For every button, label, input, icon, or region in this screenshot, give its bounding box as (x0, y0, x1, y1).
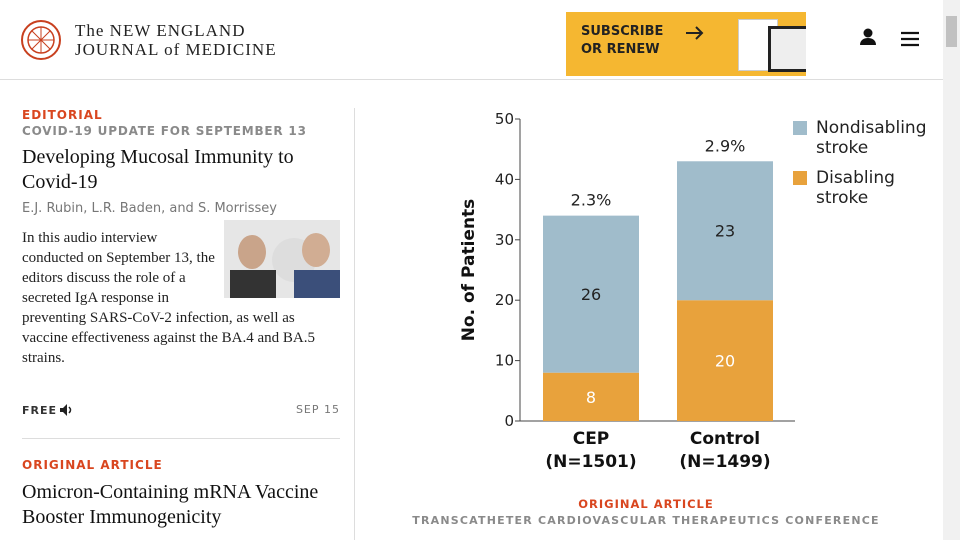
article-kicker: EDITORIAL (22, 108, 103, 122)
column-divider (354, 108, 355, 540)
text-line: (N=1501) (545, 452, 636, 472)
y-tick-label: 20 (495, 291, 514, 309)
caption-kicker: ORIGINAL ARTICLE (578, 497, 714, 511)
article-card[interactable]: ORIGINAL ARTICLE Omicron-Containing mRNA… (22, 458, 340, 530)
article-title[interactable]: Omicron-Containing mRNA Vaccine Booster … (22, 481, 319, 528)
logo-text[interactable]: The NEW ENGLAND JOURNAL of MEDICINE (75, 21, 277, 59)
article-card[interactable]: EDITORIAL COVID-19 UPDATE FOR SEPTEMBER … (22, 108, 340, 420)
bar-segment (543, 215, 639, 373)
bar-value-label: 20 (715, 352, 735, 371)
legend-swatch (793, 171, 807, 185)
x-tick-label: Control (N=1499) (679, 429, 770, 472)
bar-annotation: 2.3% (571, 191, 612, 210)
arrow-icon (686, 26, 704, 40)
access-label: FREE (22, 404, 58, 417)
y-tick-label: 40 (495, 170, 514, 188)
chart: 0 10 20 30 40 50 No. of Patients 8 26 2.3% CEP (N=1… (459, 110, 926, 472)
bar-segment (677, 161, 773, 301)
logo-line: The NEW ENGLAND (75, 21, 246, 40)
account-icon[interactable] (858, 27, 878, 47)
scrollbar[interactable] (943, 0, 960, 540)
bar-value-label: 8 (586, 388, 596, 407)
y-axis-label: No. of Patients (459, 199, 479, 342)
logo-line: JOURNAL of MEDICINE (75, 40, 277, 59)
text-line: CEP (573, 429, 610, 449)
article-kicker: ORIGINAL ARTICLE (22, 458, 163, 472)
bar-segment (543, 372, 639, 421)
legend-label: Nondisabling stroke (816, 118, 926, 158)
article-photo (224, 220, 340, 298)
text-line: Control (690, 429, 760, 449)
legend-swatch (793, 121, 807, 135)
legend-label: Disabling stroke (816, 168, 895, 208)
y-tick-label: 50 (495, 110, 514, 128)
text-line: stroke (816, 138, 868, 158)
chart-caption: ORIGINAL ARTICLE TRANSCATHETER CARDIOVAS… (355, 497, 937, 527)
caption-source: TRANSCATHETER CARDIOVASCULAR THERAPEUTIC… (412, 514, 880, 527)
article-footer: FREE SEP 15 (22, 400, 340, 420)
text-line: Nondisabling (816, 118, 926, 138)
y-tick-label: 10 (495, 352, 514, 370)
logo-seal[interactable] (20, 19, 62, 61)
text-line: stroke (816, 188, 868, 208)
menu-icon[interactable] (900, 31, 920, 47)
bar-value-label: 26 (581, 285, 601, 304)
bar-annotation: 2.9% (705, 136, 746, 155)
audio-icon[interactable] (58, 402, 74, 418)
article-title[interactable]: Developing Mucosal Immunity to Covid-19 (22, 146, 294, 193)
header: The NEW ENGLAND JOURNAL of MEDICINE SUBS… (0, 0, 943, 80)
bar-value-label: 23 (715, 222, 735, 241)
subscribe-banner[interactable]: SUBSCRIBE OR RENEW (566, 12, 806, 76)
subscribe-line: OR RENEW (581, 42, 660, 57)
article-subkicker: COVID-19 UPDATE FOR SEPTEMBER 13 (22, 124, 307, 138)
article-body-wrap: In this audio interview conducted on Sep… (22, 220, 340, 368)
x-tick-label: CEP (N=1501) (545, 429, 636, 472)
text-line: (N=1499) (679, 452, 770, 472)
text-line: Disabling (816, 168, 895, 188)
y-tick-label: 0 (504, 412, 514, 430)
subscribe-line: SUBSCRIBE (581, 24, 664, 39)
device-image (768, 26, 806, 72)
y-tick-label: 30 (495, 231, 514, 249)
divider (22, 438, 340, 439)
article-authors: E.J. Rubin, L.R. Baden, and S. Morrissey (22, 201, 277, 216)
bar-segment (677, 300, 773, 421)
article-body: In this audio interview conducted on Sep… (22, 230, 315, 366)
article-date: SEP 15 (295, 403, 340, 416)
